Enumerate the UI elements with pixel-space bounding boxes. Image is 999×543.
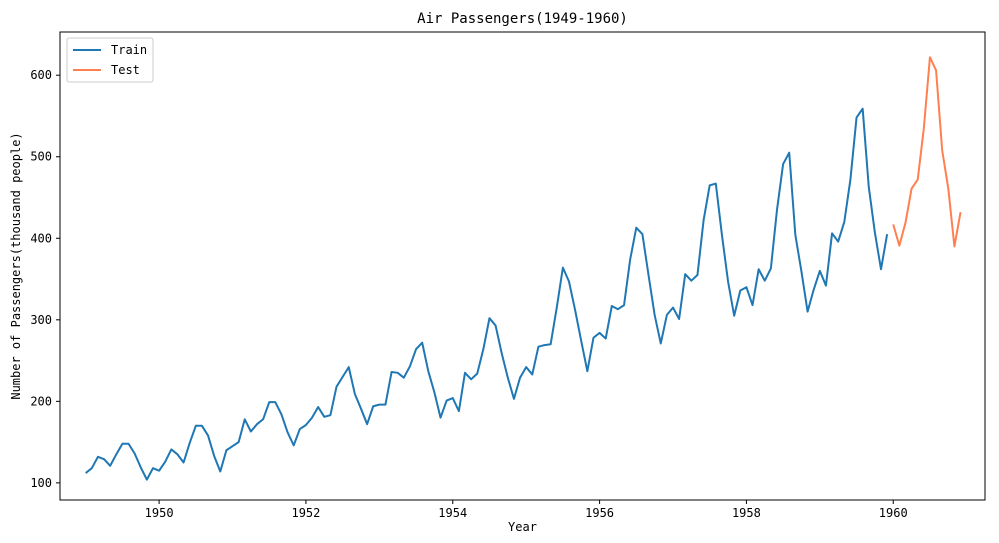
- y-axis-label: Number of Passengers(thousand people): [9, 132, 23, 399]
- legend-label-test: Test: [111, 63, 140, 77]
- y-tick-label: 300: [30, 313, 52, 327]
- series-line-test: [892, 56, 962, 248]
- legend-label-train: Train: [111, 43, 147, 57]
- series-line-train: [85, 107, 889, 481]
- x-tick-label: 1958: [732, 506, 761, 520]
- x-tick-label: 1956: [585, 506, 614, 520]
- x-tick-label: 1950: [145, 506, 174, 520]
- x-tick-label: 1960: [879, 506, 908, 520]
- x-tick-label: 1954: [438, 506, 467, 520]
- y-tick-label: 200: [30, 394, 52, 408]
- chart-title: Air Passengers(1949-1960): [417, 11, 628, 27]
- plot-frame: [59, 31, 986, 501]
- y-tick-label: 100: [30, 476, 52, 490]
- axis-ticks: 1950 1952 1954 1956 1958 1960 100 200 300 400 500 6…: [30, 68, 907, 520]
- legend: Train Test: [66, 37, 154, 83]
- x-axis-label: Year: [508, 520, 537, 534]
- x-tick-label: 1952: [291, 506, 320, 520]
- y-tick-label: 600: [30, 68, 52, 82]
- y-tick-label: 400: [30, 231, 52, 245]
- series-layer: [85, 56, 962, 481]
- y-tick-label: 500: [30, 150, 52, 164]
